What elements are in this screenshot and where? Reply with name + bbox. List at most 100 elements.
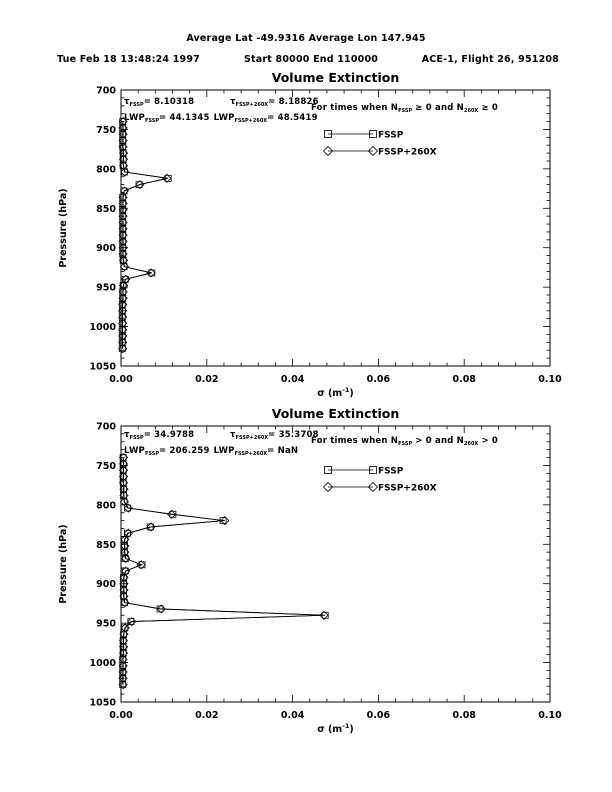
diamond-marker [123,503,133,513]
diamond-marker [118,129,128,139]
top-extinction-chart: Volume Extinction 0.00 0.02 0.04 0.06 0.08 0.1… [58,70,562,399]
y-tick-label: 950 [96,283,116,294]
diamond-marker [120,598,130,608]
diamond-marker [118,306,128,316]
y-tick-label: 1000 [90,658,117,669]
y-tick-label: 1050 [90,362,117,373]
diamond-marker [118,217,128,228]
y-axis-label: Pressure (hPa) [58,188,69,267]
diamond-marker [118,135,128,146]
y-tick-label: 700 [96,422,116,433]
x-tick-label: 0.02 [195,374,218,385]
y-tick-label: 850 [96,540,116,551]
diamond-marker [120,547,130,557]
series-FSSP [119,454,329,689]
diamond-marker [118,344,128,354]
diamond-marker [118,287,128,297]
header-time-range: Start 80000 End 110000 [244,54,379,65]
diamond-marker [120,534,130,545]
diamond-marker [119,161,129,171]
diamond-marker [118,243,128,253]
diamond-marker [119,585,129,595]
square-marker [219,517,227,525]
diamond-marker [118,667,128,677]
diamond-marker [119,459,129,469]
diamond-marker [119,497,129,507]
diamond-marker [121,553,131,564]
tau-annotation-bottom: τFSSP= 34.9788 τFSSP+260X= 35.3708 [124,430,319,441]
diamond-marker [118,312,128,322]
y-axis-label: Pressure (hPa) [58,524,69,603]
diamond-marker [118,198,128,209]
diamond-marker [118,299,128,310]
diamond-marker [119,465,129,475]
legend-label: FSSP+260X [378,484,437,494]
diamond-marker [119,255,129,265]
y-tick-label: 950 [96,619,116,630]
tau-fssp260x-value: τFSSP+260X= 35.3708 [230,430,319,441]
diamond-marker [162,173,172,183]
legend-label: FSSP [378,131,404,141]
square-marker [324,130,332,138]
legend-entry-FSSP+260X: FSSP+260X [322,145,437,158]
y-tick-label: 1000 [90,322,117,333]
diamond-marker [118,116,128,127]
series-FSSP+260X [118,452,329,690]
diamond-marker [119,154,129,164]
lwp-fssp-value: LWPFSSP= 44.1345 [124,113,210,124]
x-tick-label: 0.04 [281,374,305,385]
condition-annotation-bottom: For times when NFSSP > 0 and N260X > 0 [311,436,499,447]
diamond-marker [119,572,129,582]
diamond-marker [127,617,137,627]
diamond-marker [118,192,128,202]
lwp-fssp260x-value: LWPFSSP+260X= NaN [213,446,299,457]
diamond-marker [119,642,129,652]
diamond-marker [118,318,128,328]
diamond-marker [118,236,128,246]
diamond-marker [123,528,133,538]
y-tick-label: 1050 [90,698,117,709]
lwp-fssp-value: LWPFSSP= 206.259 [124,446,210,457]
y-tick-label: 800 [96,164,116,175]
legend-entry-FSSP: FSSP [324,130,404,141]
y-tick-label: 700 [96,86,116,97]
diamond-marker [118,654,128,664]
diamond-marker [322,481,334,493]
square-marker [324,466,332,474]
legend-label: FSSP+260X [378,148,437,158]
diamond-marker [118,680,128,690]
x-tick-label: 0.02 [195,710,218,721]
condition-annotation-top: For times when NFSSP ≥ 0 and N260X ≥ 0 [311,103,499,114]
diamond-marker [119,490,129,500]
diamond-marker [119,579,129,589]
x-tick-label: 0.00 [109,374,133,385]
tau-fssp-value: τFSSP= 34.9788 [124,430,195,441]
legend-label: FSSP [378,467,404,477]
diamond-marker [119,484,129,494]
diamond-marker [118,337,128,347]
diamond-marker [118,325,128,335]
x-tick-label: 0.04 [281,710,305,721]
diamond-marker [220,516,230,526]
diamond-marker [146,268,156,278]
x-axis-label: σ (m-1) [317,722,354,735]
diamond-marker [119,635,129,646]
chart-title: Volume Extinction [272,70,400,85]
lwp-annotation-bottom: LWPFSSP= 206.259 LWPFSSP+260X= NaN [124,446,298,457]
diamond-marker [119,471,129,482]
diamond-marker [135,180,145,190]
x-tick-label: 0.10 [538,374,562,385]
x-tick-label: 0.00 [109,710,133,721]
diamond-marker [118,230,128,240]
header-flight-id: ACE-1, Flight 26, 951208 [421,54,559,65]
legend-entry-FSSP+260X: FSSP+260X [322,481,437,494]
y-tick-label: 800 [96,500,116,511]
tau-annotation-top: τFSSP= 8.10318 τFSSP+260X= 8.18826 [124,97,319,108]
axis-ticks [120,89,551,367]
diamond-marker [120,541,130,551]
diamond-marker [118,123,128,133]
diamond-marker [367,145,379,157]
x-tick-label: 0.10 [538,710,562,721]
y-tick-label: 750 [96,125,116,136]
header-timestamp: Tue Feb 18 13:48:24 1997 [57,54,200,65]
